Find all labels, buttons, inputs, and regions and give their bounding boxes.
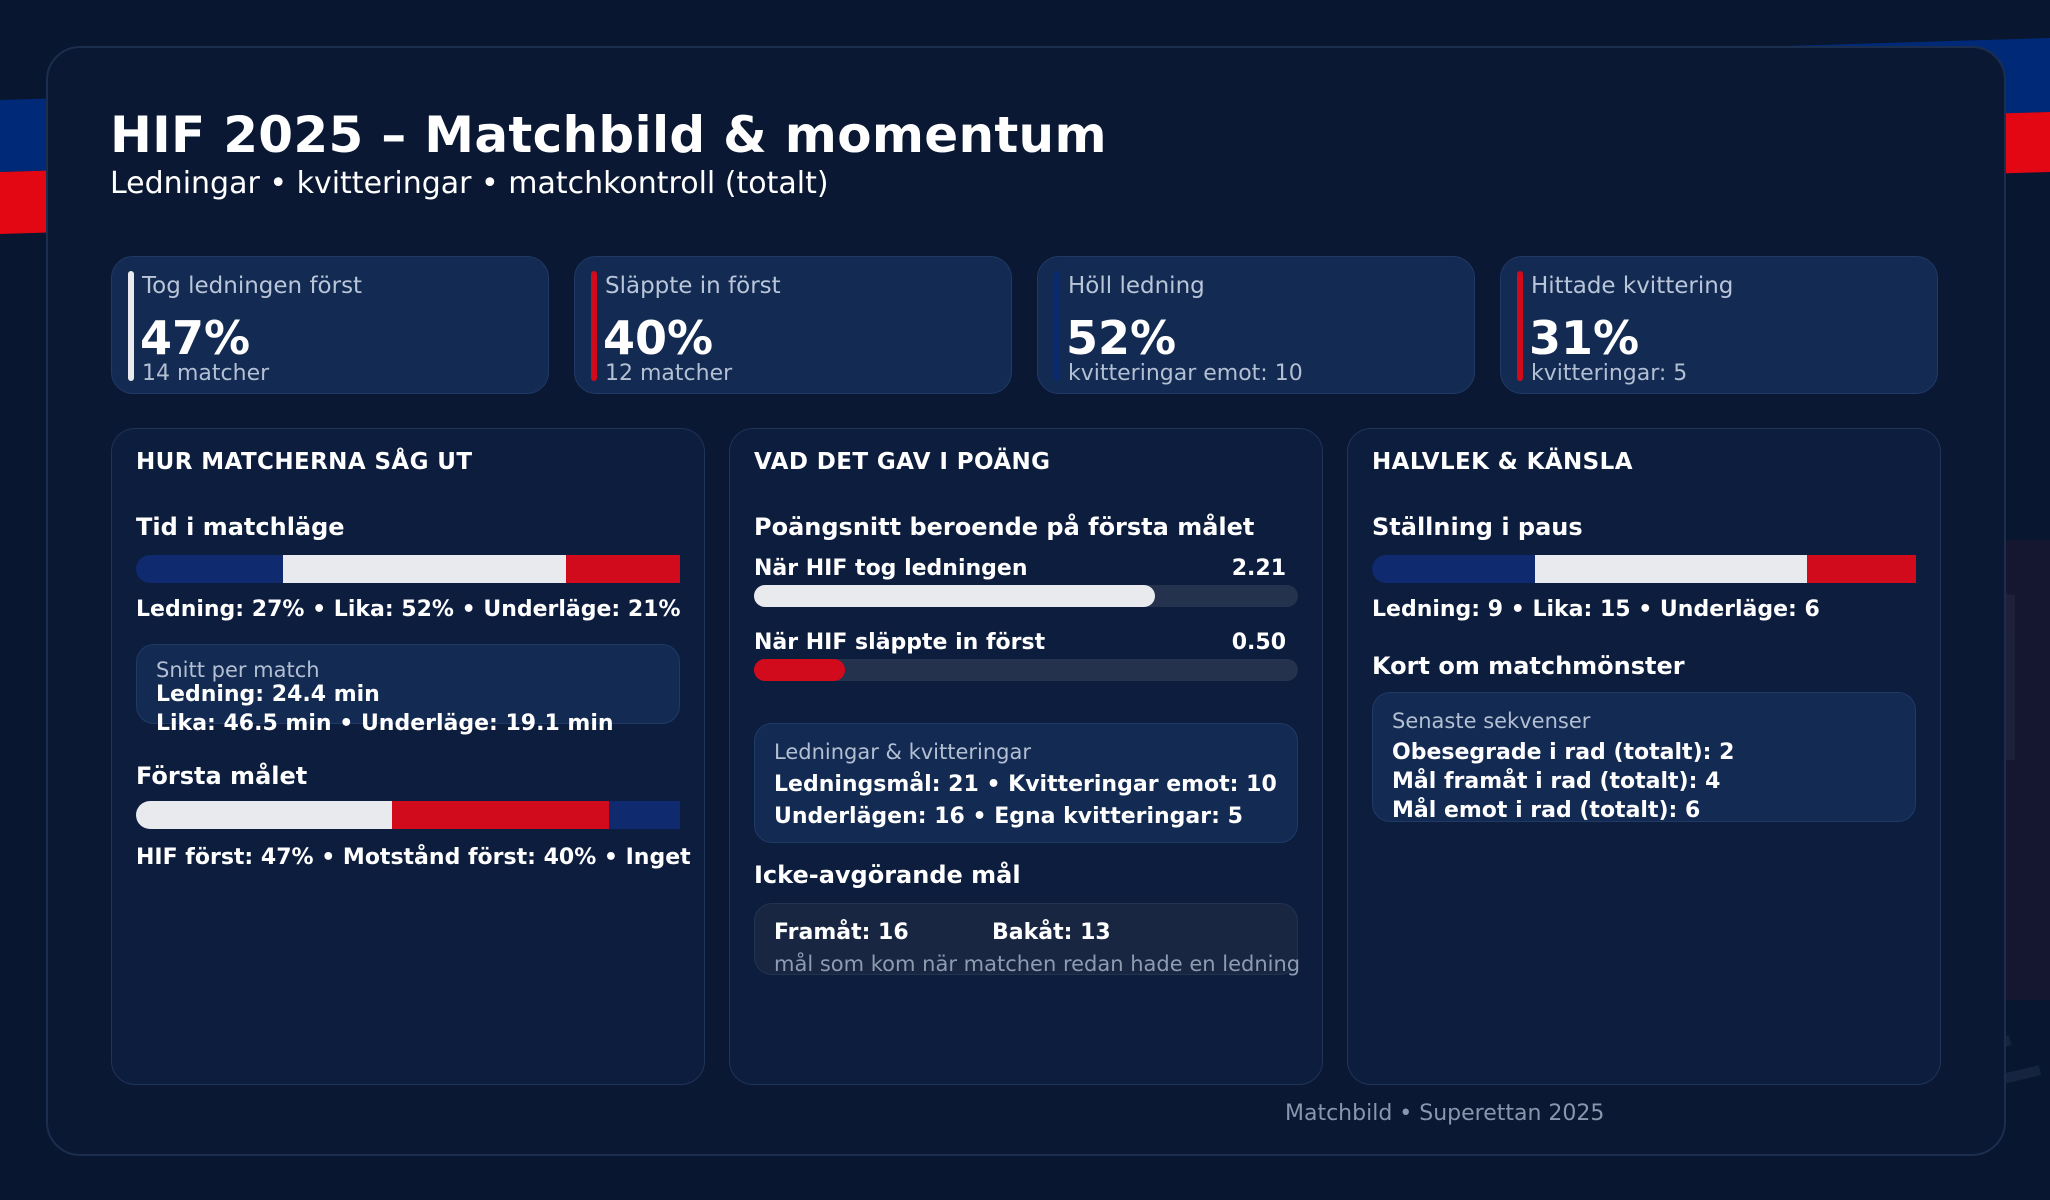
ppg-heading: Poängsnitt beroende på första målet xyxy=(754,513,1255,541)
ppg-bar-fill xyxy=(754,659,845,681)
kpi-card-hittade-kvittering: Hittade kvittering 31% kvitteringar: 5 xyxy=(1500,256,1938,394)
seq-title: Senaste sekvenser xyxy=(1392,709,1591,733)
ppg-bar-fill xyxy=(754,585,1155,607)
bar-segment-ledning xyxy=(136,555,283,583)
nd-back: Bakåt: 13 xyxy=(992,920,1111,945)
kpi-accent-bar xyxy=(1517,271,1523,381)
bar-segment-hif-först xyxy=(136,801,392,829)
kpi-sub: kvitteringar: 5 xyxy=(1531,361,1688,386)
nd-note: mål som kom när matchen redan hade en le… xyxy=(774,952,1301,976)
non-decisive-heading: Icke-avgörande mål xyxy=(754,861,1021,889)
halftime-legend: Ledning: 9 • Lika: 15 • Underläge: 6 xyxy=(1372,597,1820,622)
state-heading: Tid i matchläge xyxy=(136,513,345,541)
kpi-sub: 14 matcher xyxy=(142,361,270,386)
ppg-row-value: 2.21 xyxy=(1231,556,1286,581)
kpi-label: Släppte in först xyxy=(605,273,781,299)
ppg-row-value: 0.50 xyxy=(1231,630,1286,655)
kpi-value: 52% xyxy=(1066,311,1177,365)
bar-segment-motstånd-först xyxy=(391,801,610,829)
leads-equalizers-box xyxy=(754,723,1298,843)
bar-segment-lika xyxy=(1535,555,1808,583)
panel-vad-det-gav: VAD DET GAV I POÄNG Poängsnitt beroende … xyxy=(729,428,1323,1085)
lk-title: Ledningar & kvitteringar xyxy=(774,740,1032,764)
pattern-heading: Kort om matchmönster xyxy=(1372,652,1685,680)
panel-title: HUR MATCHERNA SÅG UT xyxy=(136,449,473,475)
panel-title: HALVLEK & KÄNSLA xyxy=(1372,449,1633,475)
first-goal-stacked-bar xyxy=(136,801,680,829)
first-goal-heading: Första målet xyxy=(136,762,308,790)
kpi-value: 40% xyxy=(603,311,714,365)
ppg-bar-track xyxy=(754,585,1298,607)
avg-per-match-box xyxy=(136,644,680,724)
sequences-box xyxy=(1372,692,1916,822)
kpi-accent-bar xyxy=(128,271,134,381)
footer-text: Matchbild • Superettan 2025 xyxy=(1285,1101,1605,1126)
kpi-value: 31% xyxy=(1529,311,1640,365)
avg-line-2: Lika: 46.5 min • Underläge: 19.1 min xyxy=(156,711,614,736)
lk-line-1: Ledningsmål: 21 • Kvitteringar emot: 10 xyxy=(774,772,1277,797)
seq-line-3: Mål emot i rad (totalt): 6 xyxy=(1392,798,1701,823)
seq-line-1: Obesegrade i rad (totalt): 2 xyxy=(1392,740,1735,765)
halftime-stacked-bar xyxy=(1372,555,1916,583)
bar-segment-underläge xyxy=(1807,555,1916,583)
kpi-label: Tog ledningen först xyxy=(142,273,363,299)
ppg-bar-track xyxy=(754,659,1298,681)
kpi-sub: 12 matcher xyxy=(605,361,733,386)
kpi-accent-bar xyxy=(1054,271,1060,381)
bar-segment-lika xyxy=(282,555,566,583)
kpi-card-slappte-in: Släppte in först 40% 12 matcher xyxy=(574,256,1012,394)
halftime-heading: Ställning i paus xyxy=(1372,513,1583,541)
bar-segment-ledning xyxy=(1372,555,1536,583)
kpi-accent-bar xyxy=(591,271,597,381)
state-legend: Ledning: 27% • Lika: 52% • Underläge: 21… xyxy=(136,597,681,622)
kpi-value: 47% xyxy=(140,311,251,365)
panel-title: VAD DET GAV I POÄNG xyxy=(754,449,1051,475)
seq-line-2: Mål framåt i rad (totalt): 4 xyxy=(1392,769,1721,794)
bar-segment-inget xyxy=(609,801,680,829)
kpi-label: Höll ledning xyxy=(1068,273,1205,299)
panel-hur-matcherna: HUR MATCHERNA SÅG UT Tid i matchläge Led… xyxy=(111,428,705,1085)
lk-line-2: Underlägen: 16 • Egna kvitteringar: 5 xyxy=(774,804,1243,829)
non-decisive-box xyxy=(754,903,1298,975)
kpi-label: Hittade kvittering xyxy=(1531,273,1734,299)
avg-title: Snitt per match xyxy=(156,658,320,682)
avg-line-1: Ledning: 24.4 min xyxy=(156,682,380,707)
first-goal-legend: HIF först: 47% • Motstånd först: 40% • I… xyxy=(136,845,691,870)
panel-halvlek-kansla: HALVLEK & KÄNSLA Ställning i paus Lednin… xyxy=(1347,428,1941,1085)
nd-forward: Framåt: 16 xyxy=(774,920,909,945)
kpi-sub: kvitteringar emot: 10 xyxy=(1068,361,1303,386)
state-stacked-bar xyxy=(136,555,680,583)
ppg-row-label: När HIF släppte in först xyxy=(754,630,1046,655)
page-subtitle: Ledningar • kvitteringar • matchkontroll… xyxy=(110,166,829,201)
ppg-row-label: När HIF tog ledningen xyxy=(754,556,1028,581)
kpi-card-holl-ledning: Höll ledning 52% kvitteringar emot: 10 xyxy=(1037,256,1475,394)
page-title: HIF 2025 – Matchbild & momentum xyxy=(110,106,1107,164)
bar-segment-underläge xyxy=(565,555,680,583)
kpi-card-tog-ledningen: Tog ledningen först 47% 14 matcher xyxy=(111,256,549,394)
